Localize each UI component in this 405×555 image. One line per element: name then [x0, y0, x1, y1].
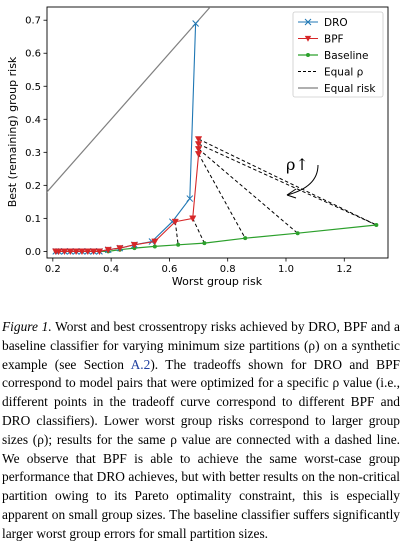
equal-rho-dashed-line	[198, 143, 377, 226]
legend: DRO BPF Baseline Equal ρ Equal risk	[292, 11, 384, 98]
legend-dro-marker	[304, 18, 312, 26]
dro-series-line	[55, 23, 197, 252]
legend-item: DRO	[298, 17, 348, 29]
section-link[interactable]: A.2	[130, 356, 151, 372]
plot-frame	[46, 6, 389, 259]
x-tick-label: 0.4	[103, 264, 119, 275]
bpf-point	[66, 248, 74, 256]
bpf-point	[55, 248, 63, 256]
caption-text-2: ). The tradeoffs shown for DRO and BPF c…	[2, 356, 400, 541]
caption-label: Figure 1.	[2, 319, 52, 334]
figure-caption: Figure 1. Worst and best crossentropy ri…	[2, 318, 400, 544]
baseline-point	[202, 241, 207, 246]
bpf-point	[90, 248, 98, 256]
y-tick-label: 0.6	[25, 49, 41, 60]
y-tick-label: 0.0	[25, 247, 41, 258]
bpf-point	[78, 248, 86, 256]
bpf-point	[116, 245, 124, 252]
y-tick-label: 0.1	[25, 214, 41, 225]
legend-label: Equal ρ	[324, 66, 364, 78]
x-tick-label: 0.8	[220, 264, 236, 275]
equal-rho-dashed-line	[198, 138, 377, 226]
dro-point	[186, 195, 194, 202]
x-tick-label: 0.2	[45, 264, 61, 275]
dro-point	[192, 20, 199, 27]
y-tick-label: 0.7	[25, 16, 41, 27]
equal-rho-dashed-line	[192, 218, 205, 244]
bpf-point	[130, 241, 139, 249]
legend-label: Baseline	[324, 50, 369, 62]
legend-label: DRO	[324, 17, 348, 29]
x-tick-label: 0.6	[161, 264, 177, 275]
y-tick-label: 0.5	[25, 82, 41, 93]
rho-arrow	[286, 164, 319, 196]
legend-item: Equal risk	[298, 83, 376, 95]
y-axis-label: Best (remaining) group risk	[6, 56, 19, 207]
y-tick-label: 0.4	[25, 115, 41, 126]
baseline-point	[374, 222, 379, 227]
legend-item: BPF	[298, 33, 344, 45]
bpf-point	[151, 238, 159, 246]
bpf-point	[104, 246, 112, 254]
y-tick-label: 0.2	[25, 181, 41, 192]
baseline-point	[176, 242, 181, 247]
rho-annotation: ρ↑	[286, 155, 309, 174]
legend-box	[292, 11, 384, 98]
bpf-point	[84, 248, 92, 256]
y-tick-label: 0.3	[25, 148, 41, 159]
caption-text-1: Worst and best crossentropy risks achiev…	[2, 319, 400, 372]
axis-ticks: 0.2 0.4 0.6 0.8 1.0 1.2 0.0 0.1 0.2 0.3 0.4 0.5 0.6 0…	[25, 16, 352, 275]
plot-content	[47, 7, 379, 256]
equal-risk-line	[47, 7, 211, 193]
bpf-point	[194, 136, 203, 143]
baseline-point	[243, 236, 248, 241]
x-tick-label: 1.0	[278, 264, 294, 275]
equal-rho-dashed-line	[198, 153, 246, 239]
baseline-series-line	[55, 224, 377, 252]
bpf-point	[95, 248, 104, 256]
legend-item: Baseline	[298, 50, 369, 62]
bpf-point	[189, 215, 197, 223]
legend-bpf-marker	[304, 35, 312, 42]
legend-item: Equal ρ	[298, 66, 364, 78]
rho-arrowhead	[286, 188, 297, 199]
figure-chart: 0.2 0.4 0.6 0.8 1.0 1.2 0.0 0.1 0.2 0.3 0.4 0.5 0.6 0…	[6, 6, 389, 288]
legend-baseline-marker	[306, 53, 310, 57]
x-tick-label: 1.2	[336, 264, 352, 275]
legend-label: Equal risk	[324, 83, 376, 95]
baseline-point	[152, 244, 157, 249]
x-axis-label: Worst group risk	[172, 275, 263, 288]
bpf-point	[72, 248, 80, 256]
equal-rho-dashed-line	[174, 221, 179, 245]
baseline-point	[295, 231, 300, 236]
bpf-point	[60, 248, 69, 256]
equal-rho-dashed-line	[198, 148, 298, 234]
bpf-point	[171, 218, 179, 226]
legend-label: BPF	[324, 33, 344, 45]
